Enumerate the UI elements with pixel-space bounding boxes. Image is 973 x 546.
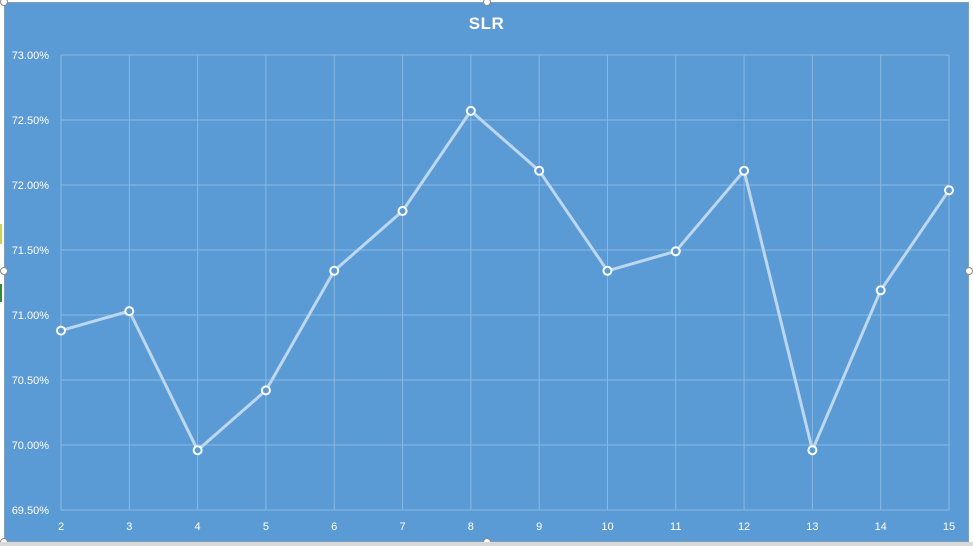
data-point — [534, 165, 545, 176]
left-edge-mark-2 — [0, 284, 2, 302]
x-tick-label: 8 — [468, 521, 474, 533]
x-tick-label: 11 — [670, 521, 681, 533]
y-tick-label: 69.50% — [12, 505, 50, 517]
data-point — [56, 325, 66, 336]
y-tick-label: 70.00% — [12, 440, 50, 452]
x-tick-label: 15 — [943, 521, 955, 533]
chart-title: SLR — [468, 14, 505, 33]
data-point — [397, 206, 408, 216]
x-tick-label: 13 — [806, 521, 818, 533]
data-point — [465, 105, 476, 116]
x-tick-label: 4 — [195, 521, 201, 533]
x-tick-label: 9 — [536, 521, 542, 533]
resize-handle-middle-left[interactable] — [0, 267, 8, 275]
x-tick-label: 12 — [738, 521, 750, 533]
resize-handle-top-left[interactable] — [0, 0, 8, 6]
data-point — [739, 165, 750, 176]
y-tick-label: 71.00% — [12, 310, 50, 322]
x-tick-label: 3 — [126, 521, 132, 533]
x-tick-label: 2 — [58, 521, 64, 533]
data-point — [260, 385, 271, 396]
y-tick-label: 72.00% — [12, 180, 50, 192]
sheet-strip — [0, 542, 973, 546]
series-line — [59, 109, 951, 452]
data-point — [192, 445, 203, 456]
resize-handle-middle-right[interactable] — [965, 267, 973, 275]
y-tick-label: 72.50% — [12, 115, 50, 127]
data-point — [944, 185, 954, 196]
y-tick-label: 71.50% — [12, 245, 50, 257]
x-tick-label: 5 — [263, 521, 269, 533]
data-point — [807, 445, 818, 456]
data-point — [875, 285, 886, 296]
x-tick-label: 14 — [875, 521, 887, 533]
y-tick-label: 73.00% — [12, 50, 50, 62]
data-point — [124, 306, 135, 317]
x-tick-label: 10 — [601, 521, 613, 533]
x-tick-label: 7 — [399, 521, 405, 533]
x-tick-label: 6 — [331, 521, 337, 533]
data-point — [602, 265, 613, 276]
data-point — [329, 265, 340, 276]
resize-handle-top-center[interactable] — [483, 0, 491, 6]
data-point — [670, 246, 681, 257]
left-edge-mark-1 — [0, 224, 2, 244]
y-tick-label: 70.50% — [12, 375, 50, 387]
